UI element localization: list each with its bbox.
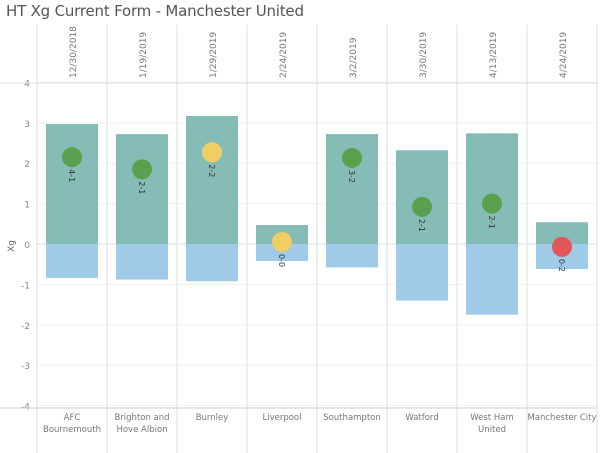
- team-label: Manchester City: [527, 413, 596, 423]
- team-label: West Ham: [470, 413, 513, 423]
- team-label: Bournemouth: [43, 425, 101, 435]
- result-dot: [202, 142, 222, 163]
- score-label: 0-2: [557, 259, 566, 272]
- y-tick-label: -3: [21, 362, 30, 372]
- date-label: 4/24/2019: [559, 32, 569, 78]
- negative-xg-bar: [186, 244, 238, 282]
- score-label: 2-2: [207, 164, 216, 177]
- y-axis-label: Xg: [7, 240, 17, 252]
- negative-xg-bar: [326, 244, 378, 268]
- result-dot: [482, 193, 502, 214]
- negative-xg-bar: [116, 244, 168, 280]
- score-label: 4-1: [67, 169, 76, 182]
- negative-xg-bar: [466, 244, 518, 315]
- y-tick-label: -2: [21, 322, 30, 332]
- result-dot: [132, 159, 152, 180]
- y-tick-label: 2: [24, 160, 30, 170]
- date-label: 3/30/2019: [419, 32, 429, 78]
- score-label: 0-0: [277, 254, 286, 267]
- result-dot: [552, 236, 572, 257]
- positive-xg-bar: [46, 124, 98, 244]
- y-tick-label: 3: [24, 120, 30, 130]
- negative-xg-bar: [46, 244, 98, 278]
- positive-xg-bar: [116, 134, 168, 244]
- team-label: Southampton: [323, 413, 381, 423]
- result-dot: [62, 147, 82, 168]
- y-tick-label: 1: [24, 201, 30, 211]
- date-label: 3/2/2019: [349, 37, 359, 78]
- negative-xg-bar: [256, 244, 308, 261]
- result-dot: [412, 196, 432, 217]
- team-label: AFC: [64, 413, 81, 423]
- team-label: Watford: [405, 413, 438, 423]
- date-label: 2/24/2019: [279, 32, 289, 78]
- team-label: United: [478, 425, 506, 435]
- negative-xg-bar: [396, 244, 448, 301]
- result-dot: [272, 231, 292, 252]
- team-label: Liverpool: [262, 413, 301, 423]
- positive-xg-bar: [186, 115, 238, 244]
- date-label: 1/19/2019: [139, 32, 149, 78]
- result-dot: [342, 147, 362, 168]
- score-label: 2-1: [487, 216, 496, 229]
- score-label: 2-1: [137, 181, 146, 194]
- score-label: 2-1: [417, 219, 426, 232]
- y-tick-label: 0: [24, 241, 30, 251]
- score-label: 3-2: [347, 170, 356, 183]
- y-tick-label: 4: [24, 79, 30, 89]
- team-label: Hove Albion: [116, 425, 167, 435]
- date-label: 12/30/2018: [69, 26, 79, 78]
- positive-xg-bar: [466, 133, 518, 244]
- date-label: 1/29/2019: [209, 32, 219, 78]
- team-label: Burnley: [196, 413, 229, 423]
- team-label: Brighton and: [114, 413, 169, 423]
- y-tick-label: -1: [21, 281, 30, 291]
- date-label: 4/13/2019: [489, 32, 499, 78]
- chart-title: HT Xg Current Form - Manchester United: [6, 2, 304, 20]
- positive-xg-bar: [536, 222, 588, 244]
